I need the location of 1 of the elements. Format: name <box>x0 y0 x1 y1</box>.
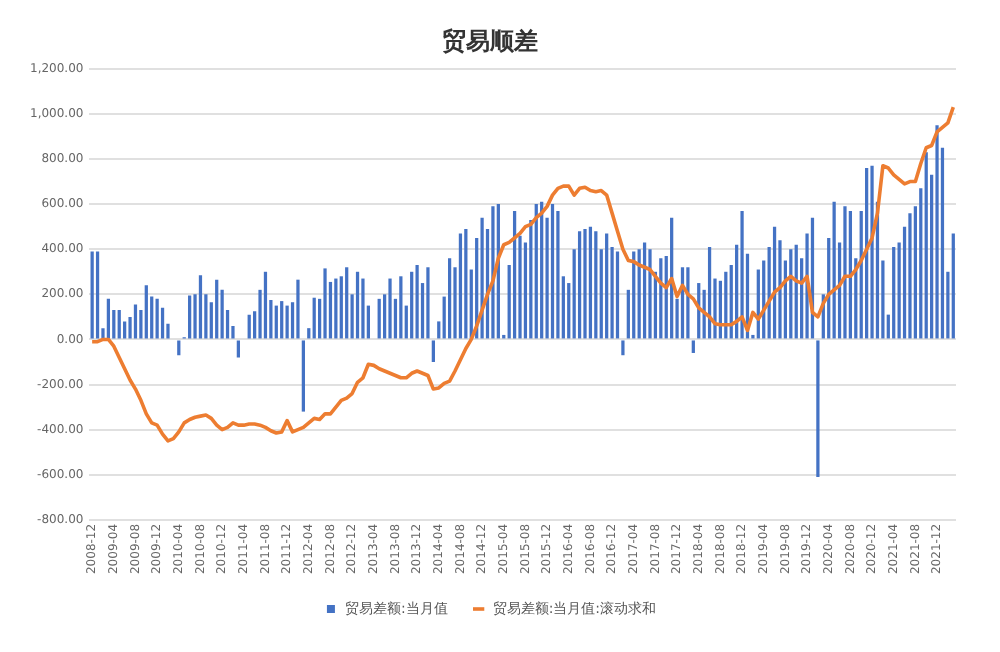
chart-title: 贸易顺差 <box>442 26 538 55</box>
